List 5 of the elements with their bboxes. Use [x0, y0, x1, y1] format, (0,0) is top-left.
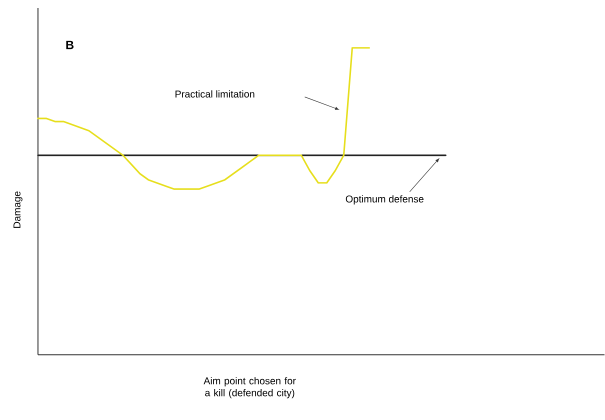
y-axis-title: Damage — [14, 192, 22, 228]
x-axis-title: Aim point chosen for a kill (defended city) — [204, 377, 296, 398]
chart-title: B — [66, 41, 74, 50]
annotation: Optimum defense — [346, 195, 424, 205]
annotation: Practical limitation — [176, 90, 254, 98]
